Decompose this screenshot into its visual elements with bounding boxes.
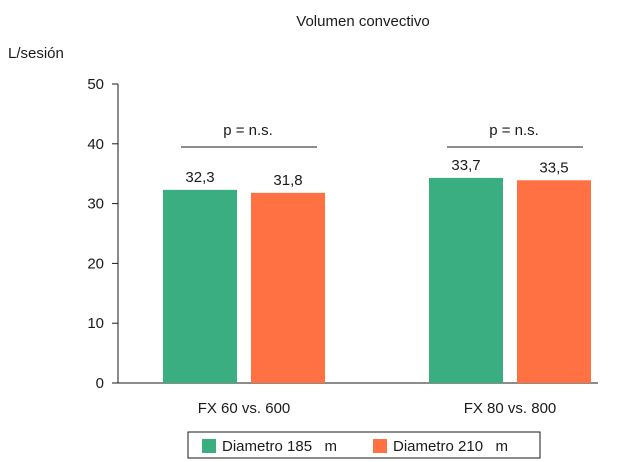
- data-label: 32,3: [185, 169, 214, 186]
- legend-swatch-series-2: [373, 439, 387, 453]
- legend-label-series-1: Diametro 185 m: [222, 438, 337, 455]
- y-tick-label: 20: [87, 255, 104, 272]
- legend-swatch-series-1: [202, 439, 216, 453]
- significance-label: p = n.s.: [223, 122, 273, 139]
- bar-2-1: [251, 192, 325, 383]
- legend-label-series-2: Diametro 210 m: [393, 438, 508, 455]
- y-tick-label: 50: [87, 76, 104, 93]
- data-label: 33,7: [451, 157, 480, 174]
- legend-box: [187, 431, 541, 459]
- significance-label: p = n.s.: [489, 122, 539, 139]
- data-label: 33,5: [539, 159, 568, 176]
- x-category-label: FX 80 vs. 800: [464, 400, 557, 417]
- data-label: 31,8: [273, 172, 302, 189]
- chart-title: Volumen convectivo: [296, 13, 429, 30]
- legend: Diametro 185 m Diametro 210 m: [187, 431, 541, 459]
- y-tick-label: 0: [96, 375, 104, 392]
- y-tick-label: 30: [87, 196, 104, 213]
- y-tick-label: 10: [87, 315, 104, 332]
- x-category-label: FX 60 vs. 600: [198, 400, 291, 417]
- bar-1-2: [429, 177, 503, 383]
- y-tick-label: 40: [87, 136, 104, 153]
- y-axis-label: L/sesión: [8, 45, 64, 62]
- bar-2-2: [517, 180, 591, 383]
- bar-1-1: [163, 189, 237, 383]
